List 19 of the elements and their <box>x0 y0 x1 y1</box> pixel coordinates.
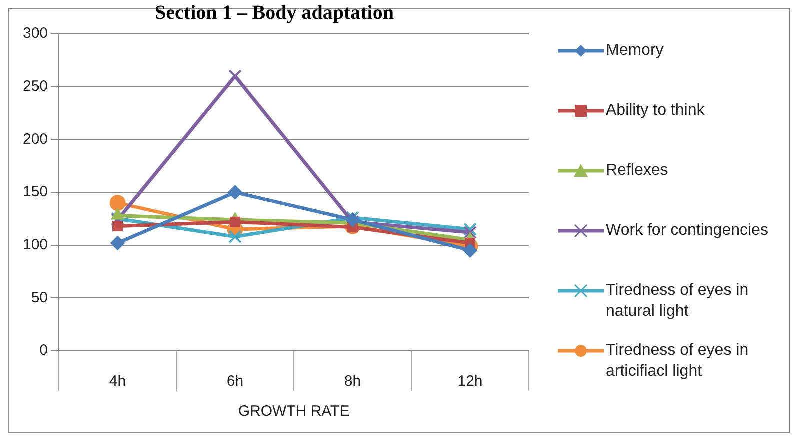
legend-label: Ability to think <box>606 101 705 121</box>
y-tick-label: 100 <box>22 236 48 254</box>
legend-label: Memory <box>606 41 664 61</box>
legend-label: Tiredness of eyes in articifiacl light <box>606 341 750 382</box>
y-tick-label: 150 <box>22 184 48 201</box>
y-tick-label: 200 <box>22 130 48 148</box>
x-axis-title: GROWTH RATE <box>238 403 350 420</box>
y-tick-label: 250 <box>22 78 48 95</box>
y-tick-label: 0 <box>40 342 48 360</box>
y-tick-label: 50 <box>31 289 48 306</box>
x-tick-label: 6h <box>226 373 244 390</box>
x-tick-label: 12h <box>458 373 483 390</box>
chart-title: Section 1 – Body adaptation <box>155 2 394 24</box>
y-tick-label: 300 <box>22 25 48 42</box>
legend-label: Reflexes <box>606 161 668 181</box>
x-tick-label: 8h <box>344 373 362 390</box>
legend-label: Work for contingencies <box>606 221 768 241</box>
legend-label: Tiredness of eyes in natural light <box>606 281 750 322</box>
x-tick-label: 4h <box>109 373 126 390</box>
